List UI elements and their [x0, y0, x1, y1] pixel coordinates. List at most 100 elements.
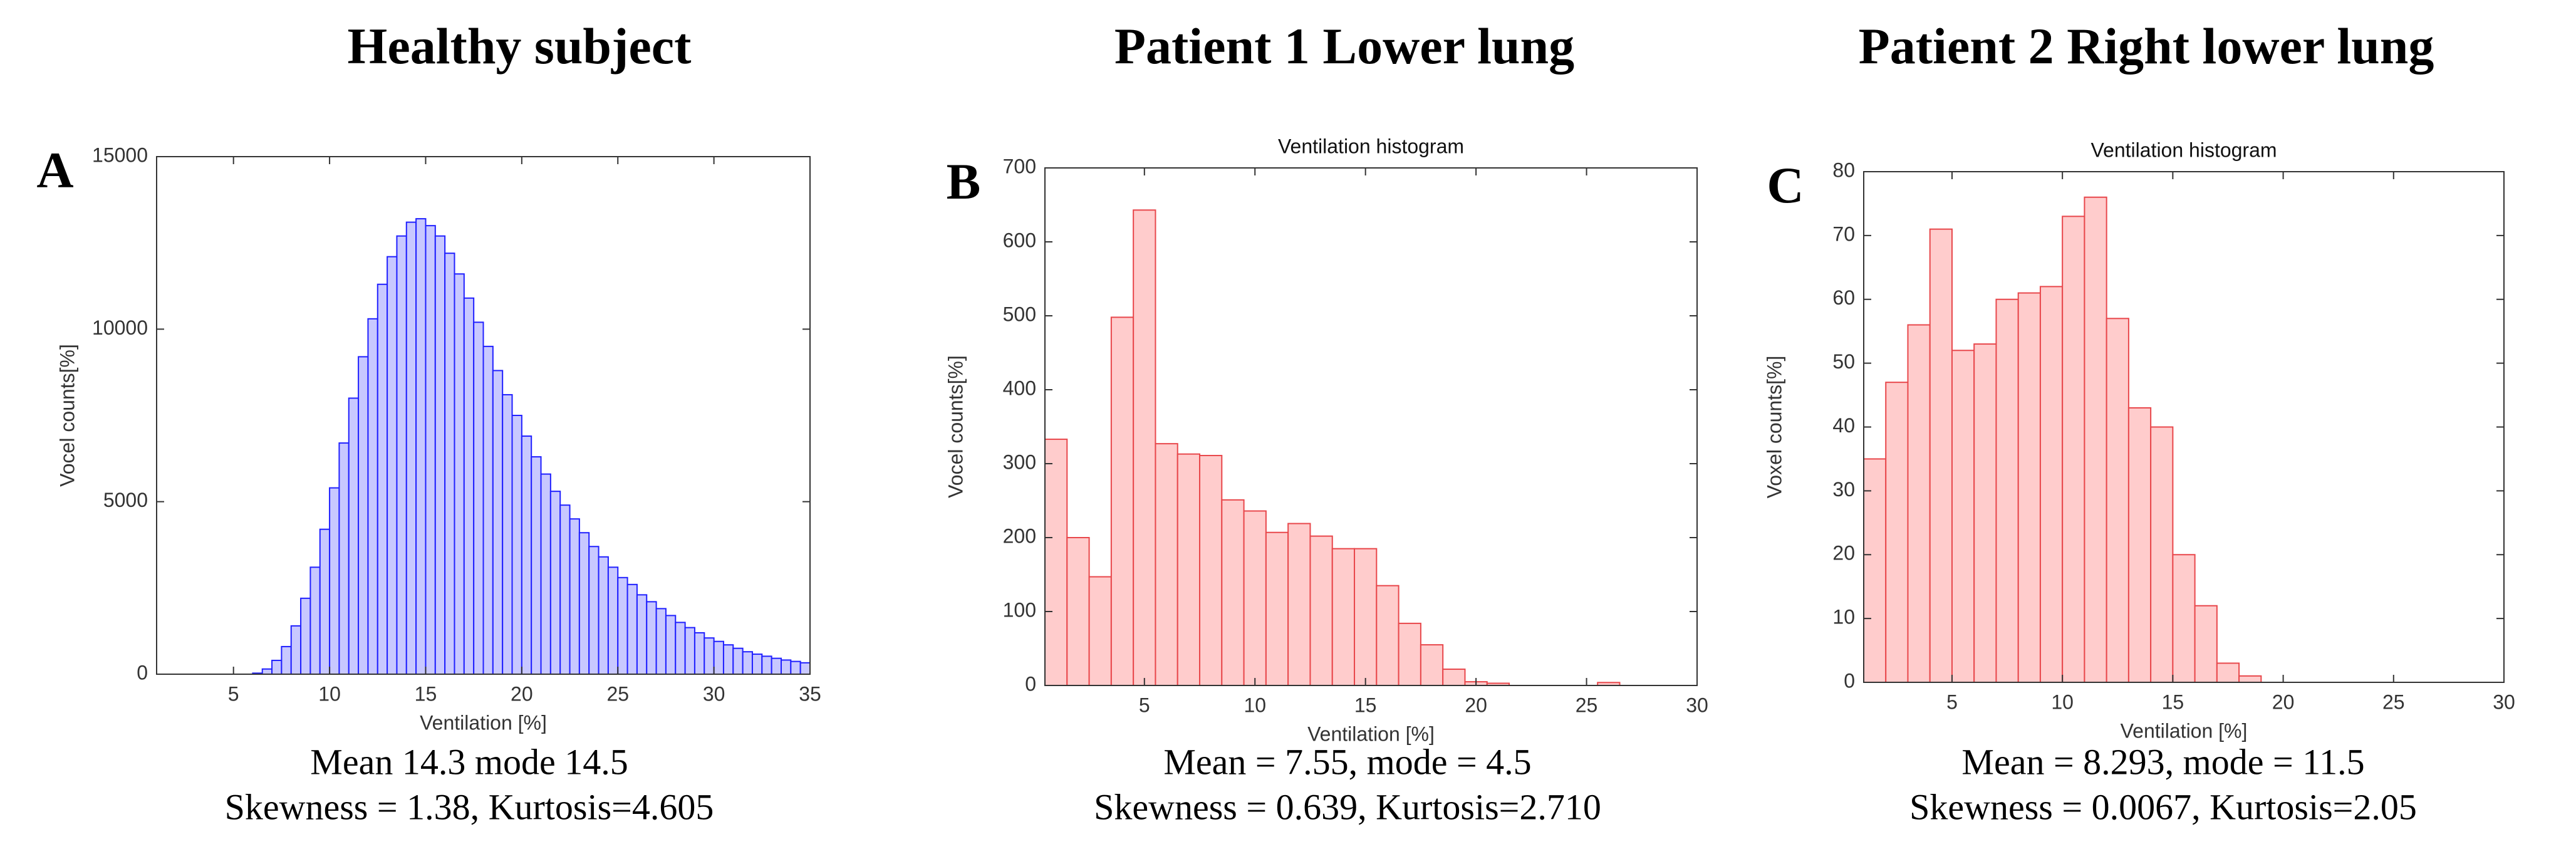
bar — [319, 528, 331, 675]
bar — [1199, 455, 1223, 687]
bar — [1929, 228, 1953, 683]
bar — [309, 566, 321, 675]
bar — [531, 456, 542, 675]
bar — [2039, 286, 2064, 683]
y-tick-label: 15000 — [92, 143, 148, 166]
x-axis-label: Ventilation [%] — [2121, 719, 2248, 742]
bar — [2150, 426, 2174, 683]
axes-title: Ventilation histogram — [2090, 138, 2277, 161]
bar — [482, 345, 494, 675]
bar — [742, 651, 753, 675]
bar — [1331, 548, 1356, 687]
x-tick-label: 30 — [1686, 694, 1708, 716]
y-tick-label: 600 — [1003, 229, 1036, 251]
bar — [2238, 675, 2262, 683]
bar — [1951, 350, 1975, 683]
y-tick-label: 0 — [137, 661, 148, 684]
bar — [790, 660, 801, 675]
bar — [463, 297, 475, 675]
bar — [1176, 453, 1201, 686]
x-axis-label: Ventilation [%] — [1307, 722, 1435, 745]
y-axis-label: Vocel counts[%] — [56, 344, 78, 487]
bar — [1376, 585, 1400, 687]
bar — [1155, 443, 1178, 686]
stats-line: Skewness = 1.38, Kurtosis=4.605 — [225, 786, 714, 827]
y-tick-label: 500 — [1003, 303, 1036, 325]
stats-line: Mean = 7.55, mode = 4.5 — [1163, 741, 1531, 782]
bar — [598, 556, 609, 675]
bar — [502, 393, 513, 675]
x-tick-label: 35 — [799, 682, 821, 705]
y-tick-label: 10000 — [92, 316, 148, 339]
stats-line: Mean 14.3 mode 14.5 — [310, 741, 628, 782]
bar — [713, 640, 724, 675]
axes-frame — [1044, 167, 1698, 686]
x-tick-label: 5 — [1139, 694, 1150, 716]
panel-label: A — [36, 142, 73, 199]
y-tick-label: 0 — [1025, 672, 1036, 695]
panel-heading: Patient 2 Right lower lung — [1859, 18, 2434, 75]
bar — [2062, 216, 2085, 683]
y-tick-label: 400 — [1003, 377, 1036, 399]
bar — [1973, 343, 1997, 683]
bar — [1995, 298, 2019, 683]
bar — [290, 625, 302, 675]
bar — [444, 253, 455, 675]
bar — [655, 608, 667, 675]
x-tick-label: 10 — [318, 682, 341, 705]
x-tick-label: 20 — [511, 682, 533, 705]
x-tick-label: 15 — [415, 682, 437, 705]
x-tick-label: 30 — [2493, 690, 2515, 713]
bar — [704, 637, 715, 675]
bar — [617, 576, 628, 675]
y-tick-label: 30 — [1832, 478, 1855, 501]
bar — [1265, 531, 1289, 686]
bar — [387, 256, 398, 675]
y-tick-label: 5000 — [103, 489, 148, 511]
axes-title: Ventilation histogram — [1278, 135, 1464, 157]
bar — [1066, 537, 1090, 686]
x-tick-label: 5 — [1946, 690, 1958, 713]
bar — [578, 532, 590, 675]
y-tick-label: 700 — [1003, 155, 1036, 177]
x-tick-label: 15 — [1354, 694, 1377, 716]
x-axis-label: Ventilation [%] — [420, 711, 547, 734]
bar — [338, 442, 350, 675]
y-tick-label: 20 — [1832, 542, 1855, 565]
bar — [675, 622, 686, 675]
bar — [761, 655, 772, 675]
y-axis-label: Vocel counts[%] — [944, 355, 967, 498]
x-tick-label: 25 — [1576, 694, 1598, 716]
bar — [300, 597, 311, 675]
panel-heading: Healthy subject — [348, 18, 692, 75]
bar — [454, 273, 465, 675]
bar — [1907, 324, 1931, 683]
bar — [1398, 622, 1421, 687]
bar — [693, 632, 705, 675]
bar — [261, 668, 273, 675]
bar — [377, 283, 388, 675]
bar — [329, 487, 340, 675]
bar — [607, 566, 619, 675]
bar — [1287, 523, 1311, 687]
bar — [751, 654, 763, 675]
bar — [2194, 605, 2218, 683]
panel-label: B — [947, 153, 981, 210]
bar — [415, 218, 427, 675]
y-tick-label: 0 — [1844, 669, 1855, 692]
bar — [722, 644, 734, 675]
bar — [1110, 316, 1135, 686]
bar — [492, 370, 504, 675]
y-tick-label: 40 — [1832, 414, 1855, 437]
bar — [1309, 535, 1333, 687]
y-tick-label: 60 — [1832, 286, 1855, 309]
y-tick-label: 10 — [1832, 606, 1855, 628]
y-axis-label: Voxel counts[%] — [1763, 356, 1785, 499]
bar — [646, 601, 657, 675]
stats-line: Skewness = 0.639, Kurtosis=2.710 — [1094, 786, 1601, 827]
bar — [732, 647, 744, 675]
bar — [511, 415, 522, 675]
bar — [348, 397, 360, 675]
